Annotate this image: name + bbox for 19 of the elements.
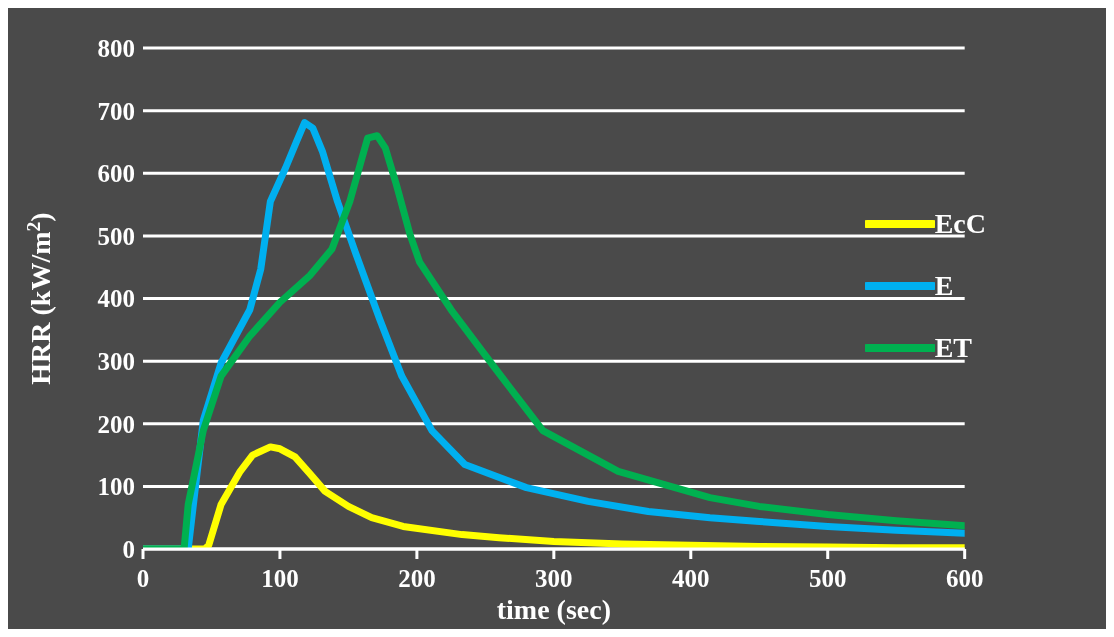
x-tick-label: 100	[261, 564, 299, 592]
y-tick-label: 0	[122, 535, 135, 563]
legend-label: EcC	[934, 208, 986, 240]
y-tick-label: 400	[97, 285, 135, 313]
x-tick-label: 600	[945, 564, 984, 592]
x-tick-label: 400	[672, 564, 710, 592]
y-tick-label: 300	[97, 348, 135, 375]
legend-label: E	[934, 270, 954, 302]
y-tick-label: 600	[97, 160, 135, 188]
x-axis-title: time (sec)	[496, 594, 611, 625]
y-tick-label: 200	[97, 410, 135, 438]
x-tick-label: 200	[398, 564, 436, 592]
x-tick-label: 300	[535, 564, 573, 592]
y-tick-label: 800	[97, 34, 135, 62]
y-tick-label: 500	[97, 222, 135, 250]
y-tick-label: 100	[97, 473, 135, 501]
y-tick-label: 700	[97, 97, 135, 125]
legend-label: ET	[934, 332, 973, 364]
x-tick-label: 500	[808, 564, 847, 592]
